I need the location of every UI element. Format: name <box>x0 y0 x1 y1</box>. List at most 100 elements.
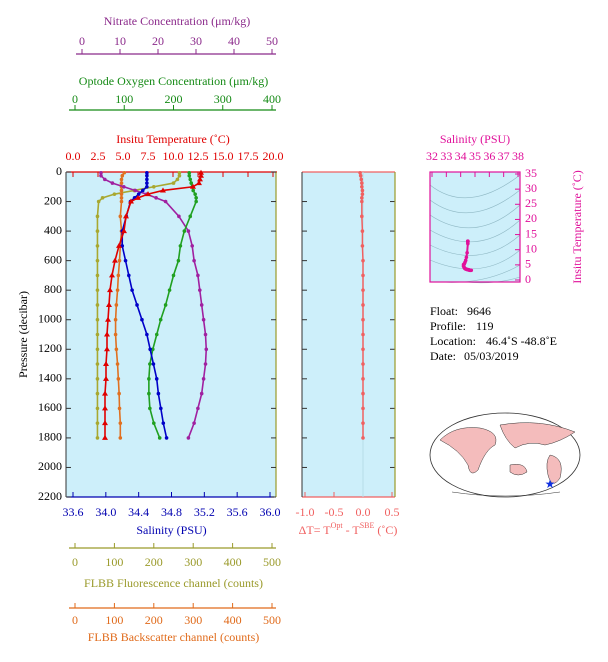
profile-marker <box>154 377 159 381</box>
profile-marker <box>148 362 152 366</box>
profile-marker <box>107 287 113 293</box>
profile-marker <box>152 421 156 425</box>
y-tick-label: 400 <box>44 223 62 237</box>
profile-marker <box>119 192 124 196</box>
profile-marker <box>122 170 127 175</box>
profile-marker <box>117 258 122 263</box>
tick-label: 30 <box>190 34 202 48</box>
profile-marker <box>204 347 209 352</box>
tick-label: -1.0 <box>296 505 315 519</box>
delta-marker <box>360 229 365 233</box>
tick-label: 100 <box>105 613 123 627</box>
profile-marker <box>115 288 120 292</box>
profile-marker <box>95 214 100 219</box>
profile-marker <box>95 391 100 396</box>
profile-marker <box>156 391 161 396</box>
profile-marker <box>104 331 110 337</box>
profile-marker <box>152 184 156 189</box>
profile-marker <box>199 391 204 396</box>
delta-marker <box>361 332 365 337</box>
profile-marker <box>95 406 100 411</box>
tick-label: 35 <box>525 166 537 180</box>
tick-label: 35.2 <box>194 505 215 519</box>
profile-marker <box>161 421 166 425</box>
delta-marker <box>358 173 363 178</box>
profile-marker <box>103 177 107 182</box>
tick-label: 0 <box>72 555 78 569</box>
profile-marker <box>116 377 121 381</box>
profile-marker <box>177 214 181 219</box>
profile-marker <box>119 196 124 200</box>
tick-label: 100 <box>105 555 123 569</box>
delta-marker <box>361 288 365 292</box>
tick-label: 34.8 <box>161 505 182 519</box>
tick-label: 0 <box>72 92 78 106</box>
ts-panel <box>430 172 520 282</box>
info-value: 46.4˚S -48.8˚E <box>486 334 557 348</box>
y-axis-title: Pressure (decibar) <box>16 291 30 378</box>
y-tick-label: 1800 <box>38 430 62 444</box>
profile-marker <box>99 173 103 178</box>
delta-marker <box>361 347 365 352</box>
delta-marker <box>361 436 365 440</box>
profile-marker <box>95 288 100 292</box>
profile-marker <box>192 421 196 425</box>
tick-label: 20 <box>525 211 537 225</box>
tick-label: 0 <box>525 272 531 286</box>
profile-marker <box>147 377 151 381</box>
tick-label: 15 <box>525 226 537 240</box>
profile-marker <box>175 177 180 182</box>
profile-marker <box>102 390 108 396</box>
tick-label: 0.5 <box>385 505 400 519</box>
profile-marker <box>177 170 182 175</box>
delta-marker <box>361 258 365 263</box>
tick-label: 5 <box>525 257 531 271</box>
tick-label: -0.5 <box>325 505 344 519</box>
tick-label: 33 <box>440 149 452 163</box>
axis-title-part: ΔT= T <box>299 523 332 537</box>
profile-marker <box>151 347 155 352</box>
profile-marker <box>191 188 195 193</box>
profile-marker <box>198 169 204 175</box>
y-tick-label: 1000 <box>38 311 62 325</box>
profile-marker <box>164 436 169 440</box>
tick-label: 400 <box>263 92 281 106</box>
axis-title: FLBB Backscatter channel (counts) <box>88 630 260 644</box>
delta-marker <box>361 421 365 425</box>
profile-marker <box>95 317 100 322</box>
delta-marker <box>360 199 364 204</box>
profile-marker <box>163 199 168 204</box>
profile-marker <box>148 406 152 411</box>
profile-marker <box>119 188 124 193</box>
info-label: Profile: <box>430 319 466 333</box>
tick-label: 300 <box>214 92 232 106</box>
info-label: Date: <box>430 349 456 363</box>
tick-label: 37 <box>498 149 510 163</box>
delta-marker <box>361 377 365 381</box>
profile-marker <box>140 188 145 193</box>
profile-marker <box>198 288 202 292</box>
profile-marker <box>122 184 126 189</box>
info-value: 05/03/2019 <box>464 349 519 363</box>
profile-marker <box>95 377 100 381</box>
profile-marker <box>196 180 202 186</box>
delta-marker <box>361 273 365 278</box>
info-value: 119 <box>476 319 494 333</box>
profile-marker <box>104 346 110 352</box>
profile-marker <box>123 213 129 219</box>
profile-marker <box>178 244 183 248</box>
y-tick-label: 600 <box>44 252 62 266</box>
profile-marker <box>115 362 120 366</box>
profile-marker <box>196 406 200 411</box>
profile-marker <box>121 228 127 234</box>
profile-marker <box>160 187 166 193</box>
tick-label: 300 <box>184 613 202 627</box>
profile-marker <box>171 181 176 185</box>
tick-label: 400 <box>224 613 242 627</box>
delta-marker <box>358 170 362 175</box>
axis-title: Salinity (PSU) <box>136 523 206 537</box>
profile-marker <box>106 301 112 307</box>
axis-title: Optode Oxygen Concentration (μm/kg) <box>79 74 268 88</box>
